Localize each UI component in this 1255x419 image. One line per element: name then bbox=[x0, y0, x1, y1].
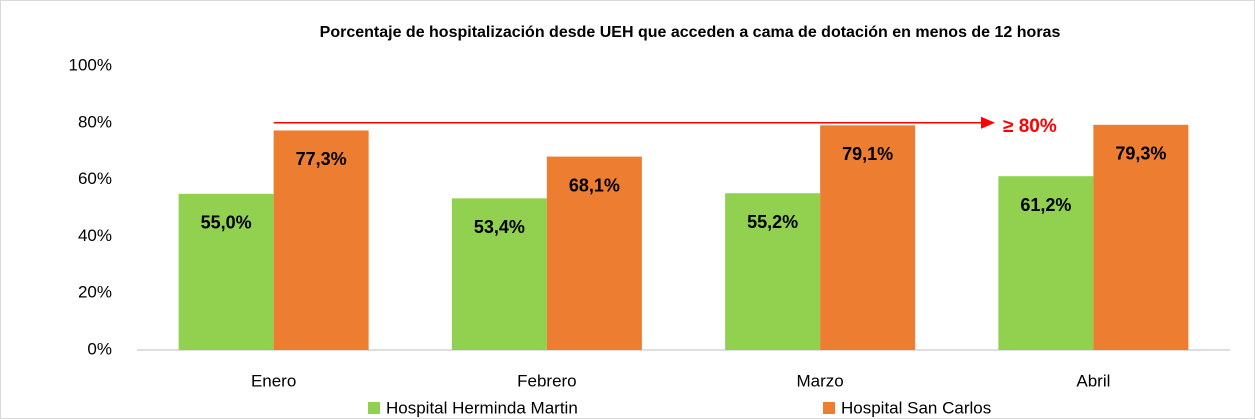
value-label: 53,4% bbox=[474, 217, 525, 237]
value-label: 55,0% bbox=[201, 213, 252, 233]
y-tick-label: 20% bbox=[78, 283, 112, 302]
bar bbox=[1093, 124, 1189, 351]
value-label: 77,3% bbox=[296, 149, 347, 169]
bar bbox=[273, 130, 369, 350]
x-tick-label: Abril bbox=[1076, 371, 1110, 390]
bar bbox=[178, 193, 274, 350]
legend-label: Hospital San Carlos bbox=[841, 398, 991, 417]
arrow-head bbox=[981, 116, 995, 129]
annotation: ≥ 80% bbox=[1003, 116, 1057, 137]
bar bbox=[820, 125, 916, 350]
legend-label: Hospital Herminda Martin bbox=[386, 398, 578, 417]
legend-swatch bbox=[368, 402, 380, 414]
bar bbox=[725, 193, 821, 350]
y-tick-label: 40% bbox=[78, 226, 112, 245]
value-label: 61,2% bbox=[1020, 195, 1071, 215]
value-label: 79,1% bbox=[842, 144, 893, 164]
chart-title: Porcentaje de hospitalización desde UEH … bbox=[320, 24, 1061, 41]
bar bbox=[451, 198, 547, 350]
legend-swatch bbox=[823, 402, 835, 414]
y-tick-label: 100% bbox=[69, 55, 112, 74]
x-tick-label: Enero bbox=[251, 371, 296, 390]
value-label: 79,3% bbox=[1115, 144, 1166, 164]
y-tick-label: 60% bbox=[78, 169, 112, 188]
value-label: 55,2% bbox=[747, 212, 798, 232]
y-tick-label: 0% bbox=[87, 339, 112, 358]
bar bbox=[546, 156, 642, 350]
x-tick-label: Marzo bbox=[797, 371, 844, 390]
value-label: 68,1% bbox=[569, 175, 620, 195]
y-tick-label: 80% bbox=[78, 112, 112, 131]
bar bbox=[998, 176, 1094, 350]
x-tick-label: Febrero bbox=[517, 371, 577, 390]
